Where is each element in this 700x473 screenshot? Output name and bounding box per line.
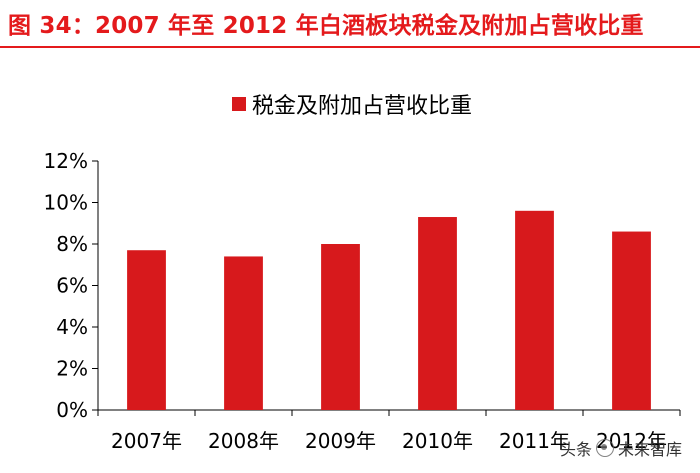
y-tick-label: 6% bbox=[56, 274, 88, 298]
legend-label: 税金及附加占营收比重 bbox=[252, 94, 473, 119]
bar-2011年 bbox=[515, 210, 554, 410]
x-tick-label: 2009年 bbox=[305, 429, 376, 453]
watermark-logo-icon bbox=[596, 439, 615, 457]
legend-swatch bbox=[232, 97, 246, 111]
y-tick-label: 4% bbox=[56, 315, 88, 339]
bar-2009年 bbox=[321, 244, 360, 410]
title-divider bbox=[0, 46, 700, 48]
y-tick-label: 0% bbox=[56, 398, 88, 422]
y-tick-label: 8% bbox=[56, 232, 88, 256]
bar-2012年 bbox=[612, 231, 651, 410]
x-tick-label: 2007年 bbox=[111, 429, 182, 453]
bar-2010年 bbox=[418, 217, 457, 410]
y-tick-label: 2% bbox=[56, 357, 88, 381]
watermark-prefix: 头条 bbox=[560, 440, 593, 459]
x-tick-label: 2010年 bbox=[402, 429, 473, 453]
chart-legend: 税金及附加占营收比重 bbox=[232, 88, 472, 120]
y-tick-label: 10% bbox=[44, 191, 88, 215]
bar-2007年 bbox=[127, 250, 166, 410]
x-tick-label: 2011年 bbox=[499, 429, 570, 453]
watermark: 头条 未来智库 bbox=[560, 436, 682, 460]
y-tick-label: 12% bbox=[44, 149, 88, 173]
x-tick-label: 2008年 bbox=[208, 429, 279, 453]
watermark-source: 未来智库 bbox=[618, 440, 683, 459]
chart-title: 图 34：2007 年至 2012 年白酒板块税金及附加占营收比重 bbox=[8, 13, 644, 39]
bar-2008年 bbox=[224, 256, 263, 410]
